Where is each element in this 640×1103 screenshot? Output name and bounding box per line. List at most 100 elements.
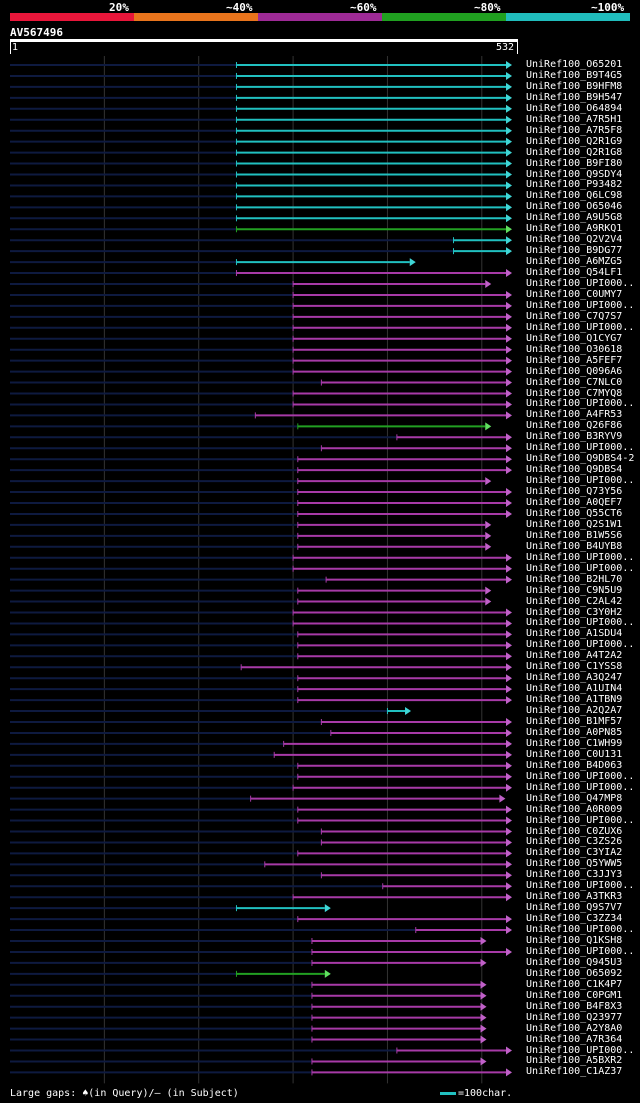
- hit-row[interactable]: [10, 71, 512, 80]
- hit-label[interactable]: UniRef100_Q73Y56: [526, 486, 623, 498]
- hit-label[interactable]: UniRef100_A1SDU4: [526, 628, 623, 640]
- hit-row[interactable]: [10, 871, 512, 880]
- hit-label[interactable]: UniRef100_A4FR53: [526, 409, 623, 421]
- hit-label[interactable]: UniRef100_C0PGM1: [526, 989, 623, 1001]
- hit-label[interactable]: UniRef100_A1TBN9: [526, 694, 623, 706]
- hit-label[interactable]: UniRef100_UPI000..: [526, 880, 635, 892]
- hit-label[interactable]: UniRef100_C0U131: [526, 748, 623, 760]
- hit-row[interactable]: [10, 882, 512, 891]
- hit-label[interactable]: UniRef100_O65201: [526, 59, 623, 70]
- hit-row[interactable]: [10, 893, 512, 902]
- hit-label[interactable]: UniRef100_Q2V2V4: [526, 234, 623, 246]
- hit-row[interactable]: [10, 1057, 487, 1066]
- hit-label[interactable]: UniRef100_C7Q7S7: [526, 310, 623, 322]
- hit-label[interactable]: UniRef100_C3YIA2: [526, 847, 623, 859]
- hit-label[interactable]: UniRef100_Q945U3: [526, 956, 623, 968]
- hit-row[interactable]: [10, 1046, 512, 1055]
- hit-label[interactable]: UniRef100_UPI000..: [526, 639, 635, 651]
- hit-row[interactable]: [10, 269, 512, 278]
- hit-row[interactable]: [10, 531, 492, 540]
- hit-label[interactable]: UniRef100_UPI000..: [526, 617, 635, 629]
- hit-row[interactable]: [10, 1068, 512, 1077]
- hit-label[interactable]: UniRef100_C0UMY7: [526, 288, 623, 300]
- hit-label[interactable]: UniRef100_B4UYB8: [526, 540, 623, 552]
- hit-row[interactable]: [10, 280, 492, 288]
- hit-label[interactable]: UniRef100_A7R364: [526, 1033, 623, 1045]
- hit-row[interactable]: [10, 575, 512, 584]
- hit-label[interactable]: UniRef100_A5FEF7: [526, 354, 623, 366]
- hit-row[interactable]: [10, 849, 512, 858]
- hit-label[interactable]: UniRef100_B9T4G5: [526, 69, 623, 81]
- hit-label[interactable]: UniRef100_UPI000..: [526, 770, 635, 782]
- hit-label[interactable]: UniRef100_A4T2A2: [526, 650, 623, 662]
- hit-label[interactable]: UniRef100_A2Q2A7: [526, 705, 623, 717]
- hit-row[interactable]: [10, 542, 492, 551]
- hit-row[interactable]: [10, 411, 512, 420]
- hit-row[interactable]: [10, 969, 331, 978]
- hit-label[interactable]: UniRef100_Q9SDY4: [526, 168, 623, 180]
- hit-row[interactable]: [10, 750, 512, 759]
- hit-row[interactable]: [10, 444, 512, 453]
- hit-label[interactable]: UniRef100_UPI000..: [526, 299, 635, 311]
- hit-label[interactable]: UniRef100_UPI000..: [526, 781, 635, 793]
- hit-row[interactable]: [10, 772, 512, 781]
- hit-label[interactable]: UniRef100_B1W5S6: [526, 529, 623, 541]
- hit-row[interactable]: [10, 367, 512, 376]
- hit-label[interactable]: UniRef100_B2HL70: [526, 573, 623, 585]
- hit-label[interactable]: UniRef100_B4F8X3: [526, 1000, 623, 1012]
- hit-row[interactable]: [10, 203, 512, 212]
- hit-row[interactable]: [10, 915, 512, 924]
- hit-row[interactable]: [10, 192, 512, 201]
- hit-label[interactable]: UniRef100_A7R5H1: [526, 113, 623, 125]
- hit-row[interactable]: [10, 93, 512, 102]
- hit-label[interactable]: UniRef100_O65046: [526, 201, 623, 213]
- hit-label[interactable]: UniRef100_C3ZZ34: [526, 913, 623, 925]
- hit-row[interactable]: [10, 214, 512, 223]
- hit-label[interactable]: UniRef100_C1YSS8: [526, 661, 623, 673]
- hit-row[interactable]: [10, 466, 512, 475]
- hit-row[interactable]: [10, 247, 512, 256]
- hit-row[interactable]: [10, 61, 512, 69]
- hit-label[interactable]: UniRef100_A1UIN4: [526, 683, 623, 695]
- hit-label[interactable]: UniRef100_UPI000..: [526, 278, 635, 289]
- hit-label[interactable]: UniRef100_Q096A6: [526, 365, 623, 377]
- hit-row[interactable]: [10, 225, 512, 234]
- hit-label[interactable]: UniRef100_P93482: [526, 179, 623, 191]
- hit-row[interactable]: [10, 137, 512, 146]
- hit-label[interactable]: UniRef100_A9U5G8: [526, 212, 623, 224]
- hit-label[interactable]: UniRef100_C1AZ37: [526, 1066, 623, 1078]
- hit-label[interactable]: UniRef100_Q9DBS4: [526, 464, 623, 476]
- hit-row[interactable]: [10, 389, 512, 398]
- hit-row[interactable]: [10, 356, 512, 365]
- hit-label[interactable]: UniRef100_C1K4P7: [526, 978, 623, 990]
- hit-row[interactable]: [10, 805, 512, 814]
- hit-row[interactable]: [10, 378, 512, 387]
- hit-label[interactable]: UniRef100_A3Q247: [526, 672, 623, 684]
- hit-row[interactable]: [10, 181, 512, 190]
- hit-row[interactable]: [10, 860, 512, 869]
- hit-label[interactable]: UniRef100_O30618: [526, 343, 623, 355]
- hit-row[interactable]: [10, 980, 487, 989]
- hit-label[interactable]: UniRef100_Q6LC98: [526, 190, 623, 202]
- hit-label[interactable]: UniRef100_Q2S1W1: [526, 518, 623, 530]
- hit-row[interactable]: [10, 422, 492, 431]
- hit-row[interactable]: [10, 707, 412, 716]
- hit-row[interactable]: [10, 1002, 487, 1011]
- hit-label[interactable]: UniRef100_A5BXR2: [526, 1055, 623, 1067]
- hit-row[interactable]: [10, 433, 512, 442]
- hit-label[interactable]: UniRef100_O64894: [526, 102, 623, 114]
- hit-row[interactable]: [10, 1013, 487, 1022]
- hit-label[interactable]: UniRef100_UPI000..: [526, 945, 635, 957]
- hit-label[interactable]: UniRef100_Q1CYG7: [526, 332, 623, 344]
- hit-row[interactable]: [10, 685, 512, 694]
- hit-row[interactable]: [10, 159, 512, 168]
- hit-row[interactable]: [10, 170, 512, 179]
- hit-label[interactable]: UniRef100_A2Y8A0: [526, 1022, 623, 1034]
- hit-row[interactable]: [10, 236, 512, 245]
- hit-row[interactable]: [10, 323, 512, 332]
- hit-row[interactable]: [10, 258, 416, 267]
- hit-row[interactable]: [10, 301, 512, 310]
- hit-label[interactable]: UniRef100_A6MZG5: [526, 256, 623, 268]
- hit-label[interactable]: UniRef100_UPI000..: [526, 442, 635, 454]
- hit-row[interactable]: [10, 958, 487, 967]
